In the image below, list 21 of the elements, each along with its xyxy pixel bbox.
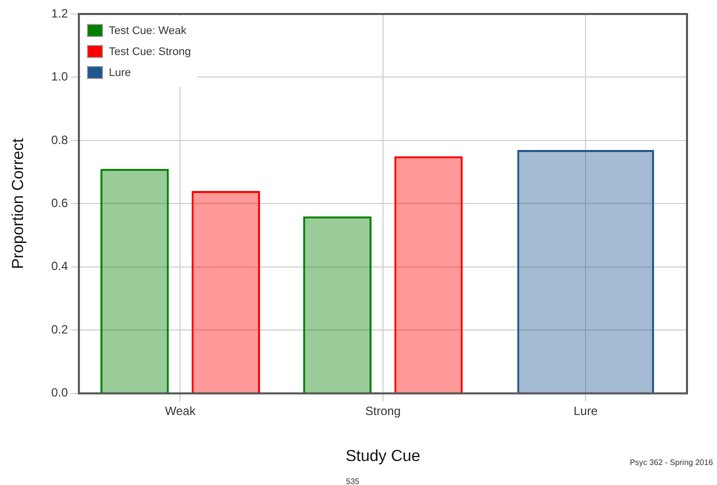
bar (394, 156, 463, 393)
x-tick-label: Strong (365, 404, 401, 418)
x-tick-label: Lure (574, 404, 598, 418)
legend-label: Lure (108, 66, 132, 80)
bar (303, 216, 372, 393)
y-tick-label: 0.2 (51, 322, 68, 336)
y-tick-label: 0.0 (51, 386, 68, 400)
text: 535 (346, 477, 360, 485)
y-tick-label: 1.0 (51, 70, 68, 84)
y-tick-label: 1.2 (51, 6, 68, 20)
legend-label: Test Cue: Weak (108, 24, 188, 38)
bar (192, 191, 260, 393)
text: Psyc 362 - Spring 2016 (630, 458, 713, 467)
x-tick-label: Weak (165, 404, 196, 418)
y-tick-label: 0.8 (51, 132, 68, 147)
x-axis-title: Study Cue (346, 448, 420, 465)
bar (100, 168, 169, 393)
y-axis-title: Proportion Correct (10, 138, 28, 270)
y-tick-label: 0.4 (51, 259, 68, 274)
y-tick-label: 0.6 (51, 196, 68, 210)
legend-label: Test Cue: Strong (108, 44, 191, 60)
